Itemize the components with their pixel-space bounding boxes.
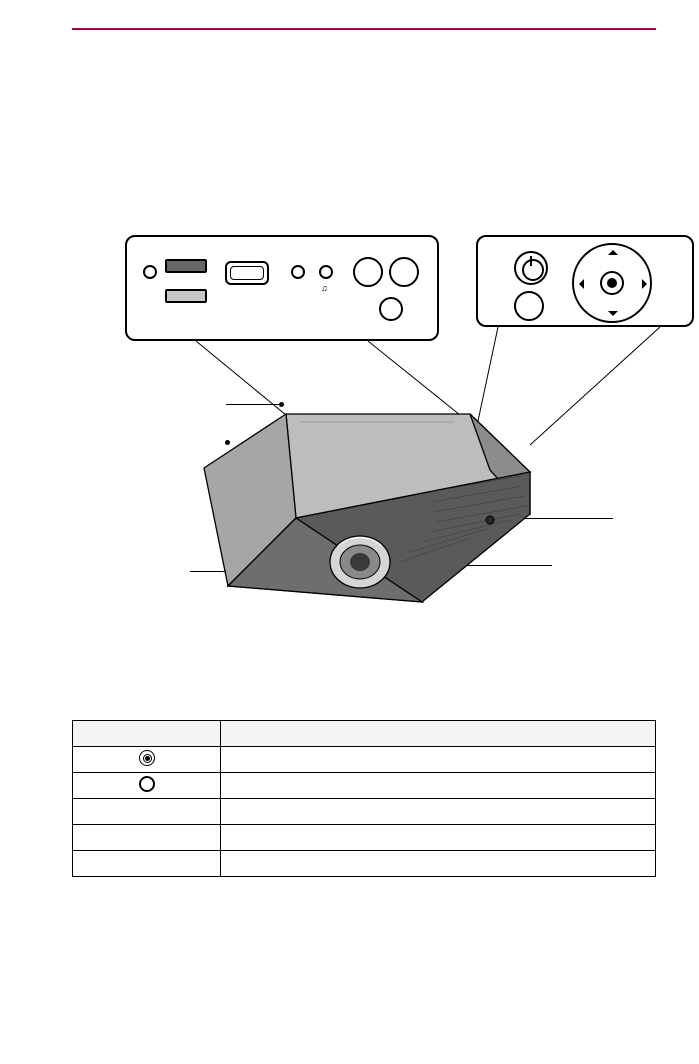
row-3-desc <box>221 799 656 825</box>
table-header-row <box>73 721 656 747</box>
row-1-icon-cell <box>73 747 221 773</box>
row-4-desc <box>221 825 656 851</box>
table-row <box>73 825 656 851</box>
row-4-icon-cell <box>73 825 221 851</box>
row-2-desc <box>221 773 656 799</box>
row-5-desc <box>221 851 656 877</box>
button-description-table <box>72 720 656 877</box>
row-1-desc <box>221 747 656 773</box>
table-header-desc <box>221 721 656 747</box>
table-row <box>73 799 656 825</box>
row-3-icon-cell <box>73 799 221 825</box>
table-ring-icon <box>139 776 155 792</box>
projector-illustration <box>190 390 550 610</box>
table-row <box>73 851 656 877</box>
table-header-button <box>73 721 221 747</box>
table-row <box>73 747 656 773</box>
table-power-icon <box>139 750 155 766</box>
row-2-icon-cell <box>73 773 221 799</box>
row-5-icon-cell <box>73 851 221 877</box>
table-row <box>73 773 656 799</box>
